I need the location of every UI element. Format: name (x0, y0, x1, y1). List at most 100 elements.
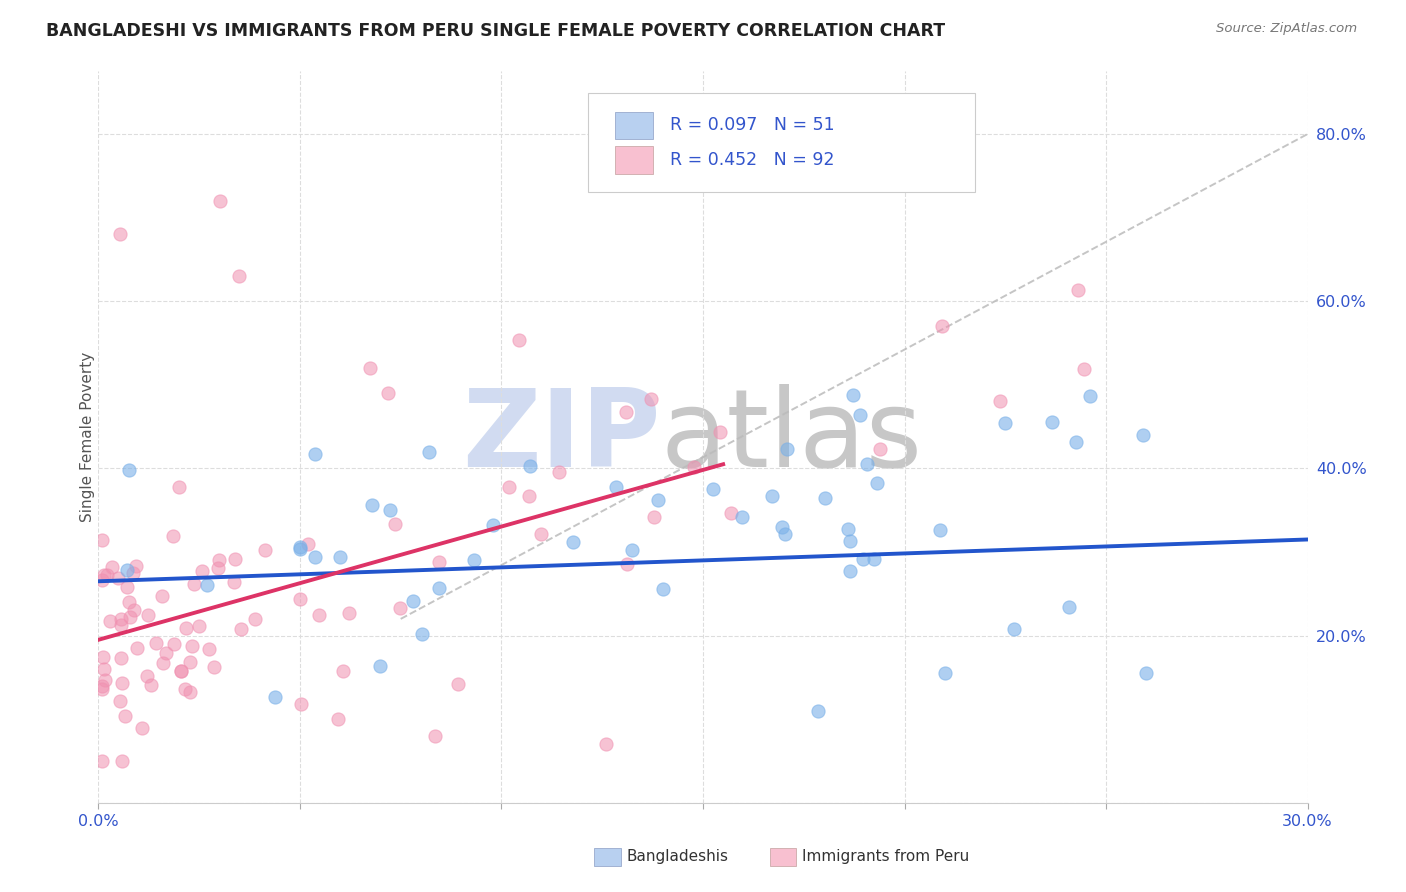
Text: BANGLADESHI VS IMMIGRANTS FROM PERU SINGLE FEMALE POVERTY CORRELATION CHART: BANGLADESHI VS IMMIGRANTS FROM PERU SING… (46, 22, 945, 40)
Point (304, 549, 326, 564)
Point (231, 623, 253, 637)
Bar (769, 848, 796, 866)
Point (100, 560, 122, 574)
Point (773, 526, 796, 541)
Point (519, 458, 541, 473)
Point (91, 573, 114, 587)
Point (775, 442, 797, 456)
Point (91, 533, 114, 547)
Point (328, 712, 350, 726)
Point (384, 517, 406, 532)
Point (1135, 666, 1157, 681)
Point (139, 677, 162, 691)
Text: R = 0.452   N = 92: R = 0.452 N = 92 (671, 151, 835, 169)
Point (761, 489, 783, 503)
Point (110, 694, 132, 708)
Point (152, 656, 174, 670)
Point (125, 559, 148, 574)
Point (118, 463, 141, 477)
Point (145, 636, 167, 650)
Point (118, 610, 141, 624)
Point (1040, 416, 1063, 430)
Point (167, 480, 190, 494)
Point (94, 673, 117, 687)
Point (202, 660, 225, 674)
Point (1057, 599, 1080, 614)
Point (93, 662, 115, 676)
Text: ZIP: ZIP (463, 384, 661, 490)
Point (224, 551, 246, 566)
Point (91, 679, 114, 693)
Point (709, 425, 731, 440)
Point (91, 754, 114, 768)
Point (245, 612, 267, 626)
Point (91, 649, 114, 664)
Point (339, 606, 361, 620)
Point (370, 658, 392, 673)
Point (1132, 427, 1154, 442)
Text: Immigrants from Peru: Immigrants from Peru (803, 849, 969, 864)
Point (170, 664, 193, 678)
Point (647, 492, 669, 507)
Point (114, 709, 136, 723)
Point (1078, 389, 1101, 403)
Point (548, 465, 571, 479)
Point (994, 416, 1017, 430)
Point (389, 600, 412, 615)
Point (838, 564, 860, 578)
Point (96, 568, 118, 582)
Point (934, 666, 956, 681)
Point (304, 447, 326, 461)
Bar (614, 146, 654, 174)
Point (402, 594, 425, 608)
Point (222, 574, 245, 589)
Point (183, 577, 205, 591)
Point (702, 482, 724, 496)
Point (290, 697, 312, 711)
Point (848, 408, 870, 422)
Point (264, 690, 287, 704)
Point (110, 618, 132, 632)
Point (208, 194, 231, 208)
Point (122, 603, 145, 617)
Point (170, 665, 193, 679)
Point (288, 592, 311, 607)
Bar (595, 848, 621, 866)
Point (359, 361, 381, 376)
Point (91, 682, 114, 697)
Bar (614, 112, 654, 139)
Point (814, 491, 837, 506)
Point (110, 227, 132, 242)
Point (332, 665, 354, 679)
Point (770, 519, 793, 533)
Point (117, 563, 139, 577)
Point (595, 737, 617, 751)
Point (931, 318, 953, 333)
Point (180, 640, 202, 654)
Point (447, 677, 470, 691)
Point (508, 333, 530, 347)
Point (1002, 622, 1025, 636)
Text: Bangladeshis: Bangladeshis (627, 849, 728, 864)
Point (290, 540, 312, 554)
Point (93, 568, 115, 582)
Point (929, 523, 952, 537)
Text: atlas: atlas (661, 384, 922, 490)
Point (308, 607, 330, 622)
Point (155, 646, 177, 660)
Y-axis label: Single Female Poverty: Single Female Poverty (80, 352, 94, 522)
Point (131, 721, 153, 735)
Point (173, 682, 195, 697)
Point (198, 642, 221, 657)
Point (411, 627, 433, 641)
Point (530, 526, 553, 541)
Point (361, 498, 384, 512)
Point (562, 534, 585, 549)
Point (863, 552, 886, 566)
Point (378, 502, 401, 516)
Point (377, 386, 399, 401)
Point (720, 506, 742, 520)
Point (107, 571, 129, 585)
Point (121, 566, 143, 581)
Point (190, 565, 212, 579)
